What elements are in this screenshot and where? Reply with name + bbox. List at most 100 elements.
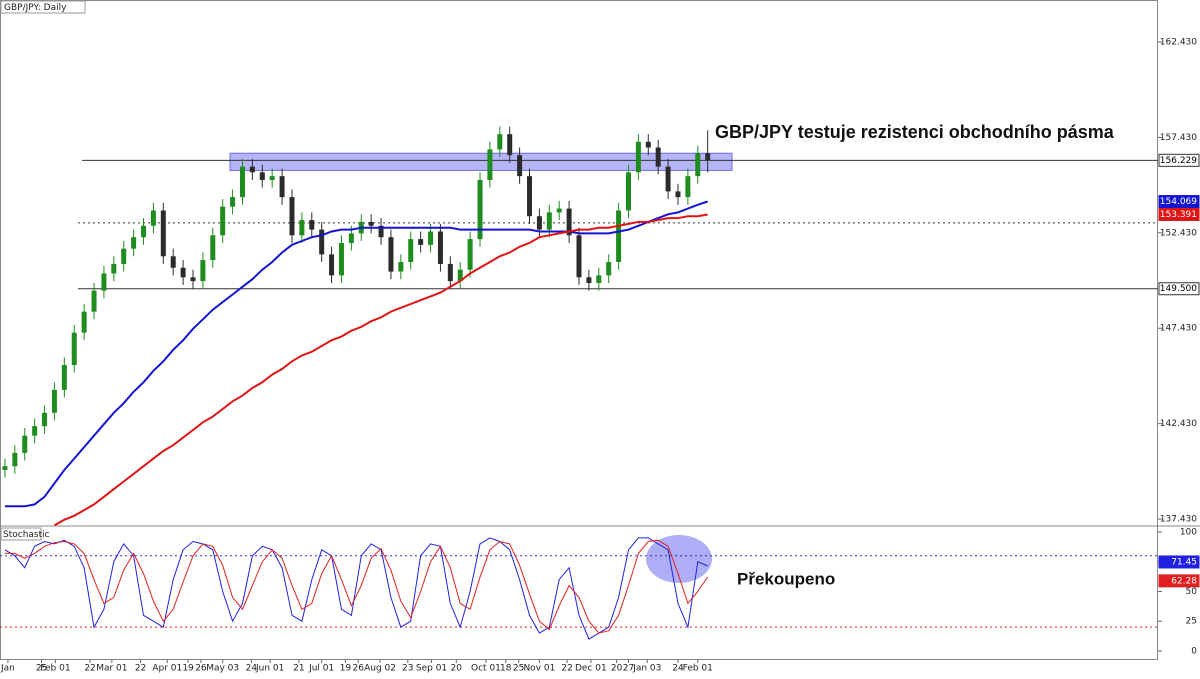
candle-body xyxy=(220,206,226,236)
x-tick-label: 25 xyxy=(36,664,47,674)
y-tick-label: 100 xyxy=(1180,527,1197,537)
y-tick-label: 142.430 xyxy=(1160,419,1197,429)
x-tick-label: 22 xyxy=(561,664,572,674)
x-tick-label: Sep 01 xyxy=(416,664,447,674)
x-tick-label: May 03 xyxy=(206,664,239,674)
candle-body xyxy=(517,155,523,177)
x-tick-label: Apr 01 xyxy=(152,664,182,674)
candle-body xyxy=(586,277,592,284)
candle-body xyxy=(457,269,463,282)
candle-body xyxy=(388,237,394,272)
x-tick-label: 27 xyxy=(623,664,634,674)
x-tick-label: Jun 01 xyxy=(255,664,284,674)
price-label-box xyxy=(1158,153,1200,167)
chart-title: GBP/JPY: Daily xyxy=(4,3,67,13)
candle-body xyxy=(131,237,137,249)
candle-body xyxy=(239,166,245,198)
candle-body xyxy=(527,176,533,217)
candle-body xyxy=(675,191,681,198)
candle-body xyxy=(200,260,206,282)
candle-body xyxy=(91,290,97,312)
x-tick-label: 21 xyxy=(293,664,304,674)
candle-body xyxy=(685,176,691,198)
candle-body xyxy=(279,176,285,198)
x-tick-label: Dec 01 xyxy=(575,664,607,674)
candle-body xyxy=(329,254,335,276)
stoch-value-label-box xyxy=(1158,555,1200,569)
candle-body xyxy=(418,239,424,245)
ma-value-label-box xyxy=(1158,207,1200,221)
candle-body xyxy=(705,153,711,161)
candle-body xyxy=(32,426,38,436)
candle-body xyxy=(437,231,443,264)
y-tick-label: 25 xyxy=(1186,617,1197,627)
title-box xyxy=(0,527,42,541)
candle-body xyxy=(269,176,275,180)
stoch-value-label: 62.28 xyxy=(1171,576,1197,586)
candle-body xyxy=(299,220,305,236)
candle-body xyxy=(338,242,344,276)
candle-body xyxy=(190,277,196,282)
candle-body xyxy=(378,225,384,238)
candle-body xyxy=(497,134,503,150)
stochastic-line xyxy=(4,539,709,634)
candle-body xyxy=(566,208,572,236)
candle-body xyxy=(368,221,374,226)
candle-body xyxy=(428,231,434,245)
frame xyxy=(0,0,1158,660)
candle-body xyxy=(546,212,552,230)
candle-body xyxy=(507,134,513,156)
candle-body xyxy=(467,239,473,270)
x-tick-label: 22 xyxy=(135,664,146,674)
candle-body xyxy=(348,233,354,243)
candle-body xyxy=(665,166,671,192)
candle-body xyxy=(645,141,651,148)
candle-body xyxy=(170,256,176,268)
candle-body xyxy=(51,389,57,413)
y-tick-label: 137.430 xyxy=(1160,515,1197,525)
candle-body xyxy=(150,210,156,226)
stochastic-line xyxy=(4,537,708,640)
x-tick-label: Feb 01 xyxy=(683,664,713,674)
candle-body xyxy=(12,452,18,467)
x-tick-label: 19 xyxy=(340,664,352,674)
candle-body xyxy=(22,435,28,453)
candle-body xyxy=(616,210,622,263)
x-tick-label: Feb 01 xyxy=(40,664,70,674)
y-tick-label: 152.430 xyxy=(1160,228,1197,238)
moving-average xyxy=(53,213,708,527)
x-tick-label: 26 xyxy=(195,664,207,674)
x-tick-label: Jan xyxy=(0,664,15,674)
x-tick-label: 22 xyxy=(84,664,95,674)
x-tick-label: Aug 02 xyxy=(364,664,396,674)
candle-body xyxy=(319,229,325,255)
x-tick-label: 19 xyxy=(182,664,194,674)
x-tick-label: 20 xyxy=(451,664,463,674)
candle-body xyxy=(635,141,641,173)
annotation: Překoupeno xyxy=(737,569,835,588)
candle-body xyxy=(141,225,147,238)
candle-body xyxy=(477,179,483,240)
candle-body xyxy=(289,197,295,236)
candle-body xyxy=(625,172,631,211)
price-label: 156.229 xyxy=(1160,156,1197,166)
candle-body xyxy=(2,466,8,471)
candle-body xyxy=(160,210,166,257)
x-tick-label: 25 xyxy=(513,664,524,674)
candle-body xyxy=(487,149,493,180)
x-tick-label: Jan 03 xyxy=(632,664,661,674)
candle-body xyxy=(210,235,216,261)
candle-body xyxy=(230,197,236,207)
y-tick-label: 162.430 xyxy=(1160,37,1197,47)
y-tick-label: 50 xyxy=(1186,587,1198,597)
y-tick-label: 157.430 xyxy=(1160,133,1197,143)
candle-body xyxy=(556,208,562,213)
candle-body xyxy=(111,263,117,274)
x-tick-label: 18 xyxy=(500,664,512,674)
panel-title: Stochastic xyxy=(3,530,50,540)
x-tick-label: 20 xyxy=(611,664,623,674)
candle-body xyxy=(596,275,602,284)
candle-body xyxy=(309,220,315,230)
candle-body xyxy=(398,262,404,272)
